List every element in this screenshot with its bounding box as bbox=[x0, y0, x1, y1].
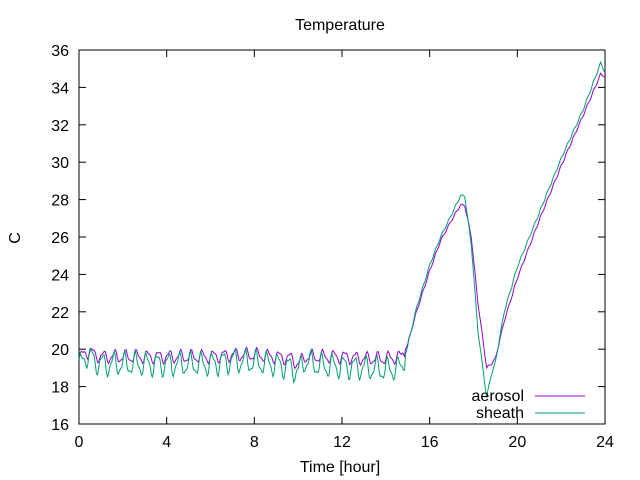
y-tick-label: 20 bbox=[51, 342, 69, 359]
y-tick-label: 16 bbox=[51, 417, 69, 434]
series-line-sheath bbox=[78, 60, 606, 398]
legend: aerosol sheath bbox=[472, 388, 585, 422]
x-tick-label: 16 bbox=[421, 434, 439, 451]
y-tick-label: 26 bbox=[51, 230, 69, 247]
x-tick-label: 8 bbox=[250, 434, 259, 451]
series-line-aerosol bbox=[78, 72, 606, 370]
legend-label-aerosol: aerosol bbox=[472, 388, 524, 405]
y-tick-label: 36 bbox=[51, 43, 69, 60]
y-tick-label: 28 bbox=[51, 193, 69, 210]
axis-ticks: 0 4 8 12 16 20 24 16 18 20 22 24 26 28 30 32 34 36 bbox=[51, 43, 614, 451]
x-tick-label: 0 bbox=[75, 434, 84, 451]
chart-title: Temperature bbox=[295, 17, 385, 34]
y-tick-label: 34 bbox=[51, 80, 69, 97]
y-axis-label: C bbox=[7, 232, 24, 244]
plot-frame bbox=[78, 49, 606, 425]
y-tick-label: 30 bbox=[51, 155, 69, 172]
series-group bbox=[78, 60, 606, 398]
x-axis-label: Time [hour] bbox=[300, 459, 380, 476]
y-tick-label: 22 bbox=[51, 305, 69, 322]
y-tick-label: 24 bbox=[51, 267, 69, 284]
legend-label-sheath: sheath bbox=[476, 405, 524, 422]
y-tick-label: 18 bbox=[51, 380, 69, 397]
x-tick-label: 4 bbox=[162, 434, 171, 451]
y-tick-label: 32 bbox=[51, 118, 69, 135]
x-tick-label: 20 bbox=[508, 434, 526, 451]
x-tick-label: 12 bbox=[333, 434, 351, 451]
x-tick-label: 24 bbox=[596, 434, 614, 451]
